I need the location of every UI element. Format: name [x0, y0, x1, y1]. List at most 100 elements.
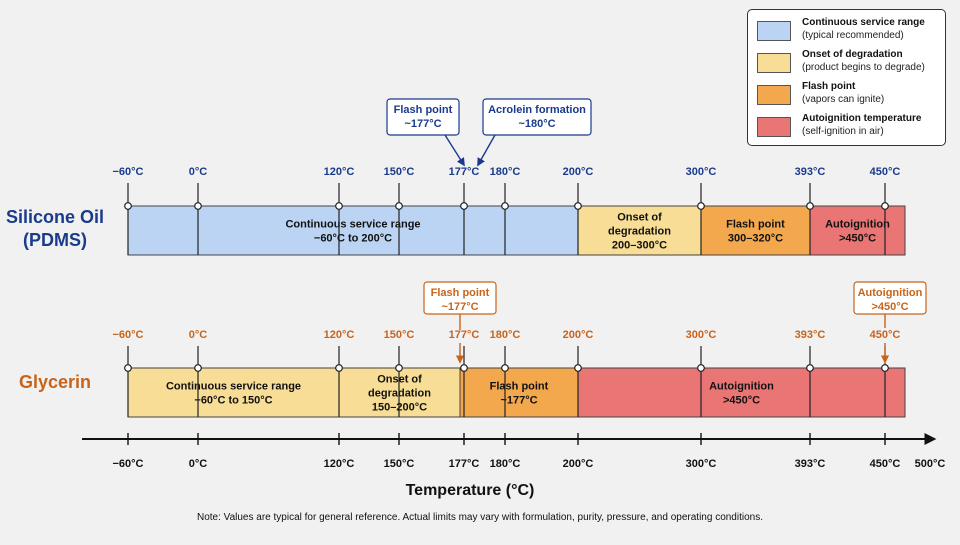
- callout-label: Acrolein formation: [488, 104, 586, 116]
- legend-swatch-autoignition: [757, 117, 791, 137]
- row-label-glycerin: Glycerin: [0, 371, 110, 394]
- range-segment: [459, 367, 579, 418]
- segment-label: >450°C: [723, 395, 760, 407]
- legend-subtitle: (product begins to degrade): [802, 62, 925, 73]
- tick-label: 200°C: [563, 166, 594, 178]
- legend: Continuous service range (typical recomm…: [747, 9, 946, 146]
- axis-tick-label: 0°C: [189, 458, 208, 470]
- tick-marker: [124, 202, 132, 210]
- axis-title: Temperature (°C): [405, 482, 535, 499]
- tick-marker: [501, 364, 509, 372]
- axis-tick-label: 120°C: [324, 458, 355, 470]
- callout-box: [482, 98, 592, 136]
- legend-title: Onset of degradation: [802, 49, 903, 60]
- tick-marker: [501, 202, 509, 210]
- row-label-glycerin-line1: Glycerin: [18, 372, 92, 392]
- callout-label: ~180°C: [518, 118, 555, 130]
- range-segment: [577, 367, 906, 418]
- tick-marker: [194, 202, 202, 210]
- tick-label: 450°C: [870, 329, 901, 341]
- tick-marker: [806, 364, 814, 372]
- tick-label: −60°C: [112, 166, 143, 178]
- segment-label: 200–300°C: [612, 240, 667, 252]
- legend-title: Flash point: [802, 81, 856, 92]
- tick-marker: [697, 364, 705, 372]
- tick-label: 0°C: [189, 329, 208, 341]
- tick-label: 150°C: [384, 329, 415, 341]
- tick-label: 300°C: [686, 166, 717, 178]
- tick-marker: [335, 364, 343, 372]
- tick-marker: [335, 202, 343, 210]
- segment-label: degradation: [368, 388, 431, 400]
- tick-label: 150°C: [384, 166, 415, 178]
- row-label-silicone-line1: Silicone Oil: [5, 207, 105, 227]
- tick-marker: [881, 364, 889, 372]
- tick-label: 393°C: [795, 329, 826, 341]
- range-segment: [809, 205, 906, 256]
- row-label-silicone-line2: (PDMS): [23, 230, 87, 250]
- legend-swatch-degradation: [757, 53, 791, 73]
- legend-title: Autoignition temperature: [802, 113, 922, 124]
- range-segment: [127, 367, 340, 418]
- segment-label: 300–320°C: [728, 233, 783, 245]
- segment-label: Autoignition: [825, 219, 890, 231]
- segment-label: Flash point: [726, 219, 785, 231]
- tick-marker: [460, 202, 468, 210]
- range-segment: [700, 205, 811, 256]
- tick-label: 180°C: [490, 329, 521, 341]
- tick-label: 200°C: [563, 329, 594, 341]
- footnote: Note: Values are typical for general ref…: [196, 512, 763, 523]
- callout-arrow: [444, 134, 465, 167]
- axis-tick-label: 180°C: [490, 458, 521, 470]
- segment-label: degradation: [608, 226, 671, 238]
- row-label-silicone: Silicone Oil (PDMS): [0, 206, 110, 252]
- callout-label: Flash point: [431, 287, 490, 299]
- tick-marker: [124, 364, 132, 372]
- axis-tick-label: 393°C: [795, 458, 826, 470]
- legend-subtitle: (self-ignition in air): [802, 126, 884, 137]
- tick-marker: [460, 364, 468, 372]
- tick-marker: [806, 202, 814, 210]
- callout-label: >450°C: [871, 301, 908, 313]
- axis-tick-label: 150°C: [384, 458, 415, 470]
- segment-label: >450°C: [839, 233, 876, 245]
- axis-tick-label: 500°C: [915, 458, 946, 470]
- axis-tick-label: 300°C: [686, 458, 717, 470]
- tick-marker: [881, 202, 889, 210]
- callout-label: ~177°C: [441, 301, 478, 313]
- tick-marker: [395, 364, 403, 372]
- segment-label: −60°C to 150°C: [194, 395, 272, 407]
- tick-marker: [194, 364, 202, 372]
- tick-label: 0°C: [189, 166, 208, 178]
- callout-label: Flash point: [394, 104, 453, 116]
- callout-box: [853, 281, 927, 315]
- segment-label: Continuous service range: [285, 219, 420, 231]
- tick-marker: [395, 202, 403, 210]
- segment-label: −60°C to 200°C: [314, 233, 392, 245]
- callout-label: Autoignition: [858, 287, 923, 299]
- segment-label: ~177°C: [500, 395, 537, 407]
- callout-label: ~177°C: [404, 118, 441, 130]
- tick-label: 450°C: [870, 166, 901, 178]
- axis-tick-label: 200°C: [563, 458, 594, 470]
- callout-box: [386, 98, 460, 136]
- tick-marker: [574, 202, 582, 210]
- segment-label: Continuous service range: [166, 381, 301, 393]
- tick-label: 300°C: [686, 329, 717, 341]
- range-segment: [127, 205, 579, 256]
- callout-arrow: [477, 134, 496, 167]
- axis-tick-label: 177°C: [449, 458, 480, 470]
- tick-label: 393°C: [795, 166, 826, 178]
- legend-swatch-continuous: [757, 21, 791, 41]
- tick-marker: [574, 364, 582, 372]
- legend-subtitle: (vapors can ignite): [802, 94, 885, 105]
- legend-subtitle: (typical recommended): [802, 30, 904, 41]
- tick-marker: [697, 202, 705, 210]
- tick-label: 120°C: [324, 329, 355, 341]
- segment-label: Autoignition: [709, 381, 774, 393]
- axis-tick-label: −60°C: [112, 458, 143, 470]
- tick-label: −60°C: [112, 329, 143, 341]
- legend-title: Continuous service range: [802, 17, 925, 28]
